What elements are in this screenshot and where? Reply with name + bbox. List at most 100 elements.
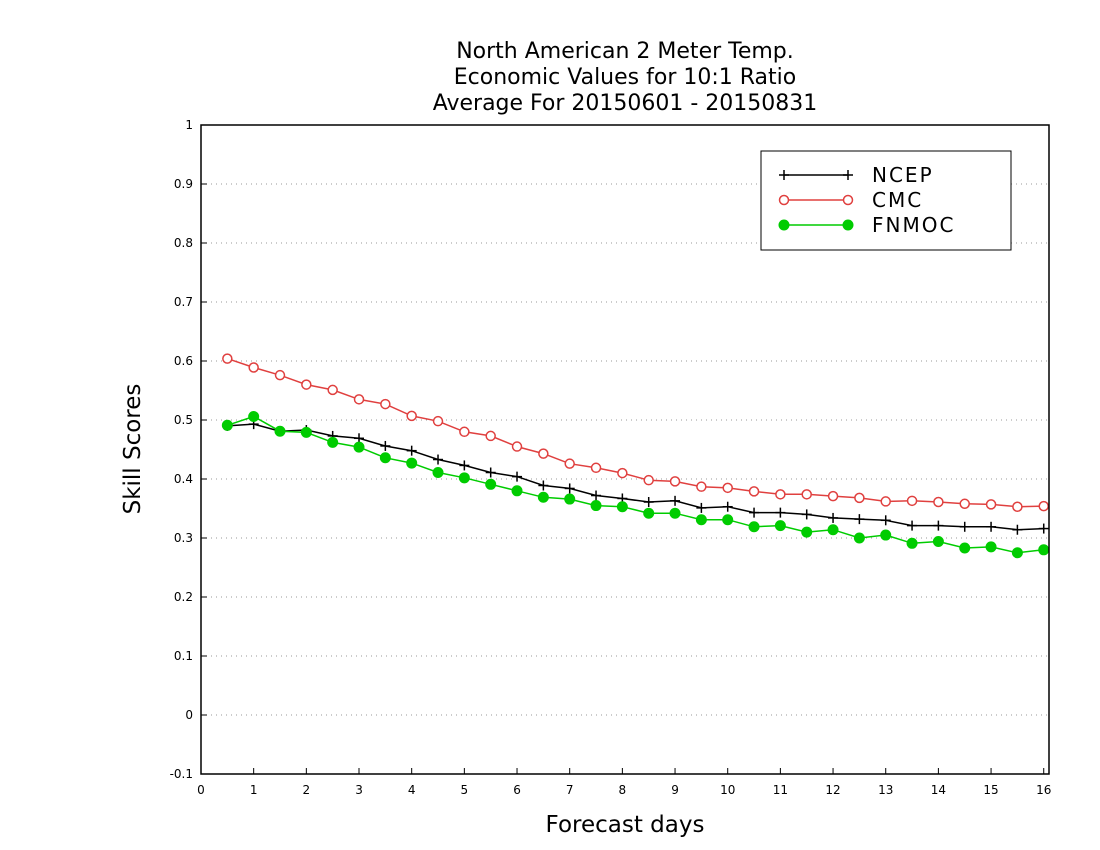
legend-label-cmc: CMC — [872, 188, 923, 212]
x-axis-ticks: 0 1 2 3 4 5 6 7 8 9 10 11 12 13 14 15 16 — [197, 768, 1051, 797]
data-point-ncep — [433, 454, 444, 465]
data-point-ncep — [880, 515, 891, 526]
data-point-cmc — [1012, 501, 1023, 512]
data-point-ncep — [986, 521, 997, 532]
x-tick-label: 0 — [197, 783, 205, 797]
data-point-ncep — [485, 467, 496, 478]
series-group — [221, 353, 1050, 559]
data-point-cmc — [696, 481, 707, 492]
data-point-fnmoc — [248, 410, 260, 422]
data-point-ncep — [959, 521, 970, 532]
data-point-cmc — [485, 430, 496, 442]
data-point-ncep — [828, 512, 839, 523]
legend-marker-fnmoc — [842, 219, 854, 231]
x-tick-label: 14 — [931, 783, 946, 797]
data-point-cmc — [959, 498, 970, 510]
data-point-cmc — [590, 462, 602, 474]
x-tick-label: 4 — [408, 783, 416, 797]
legend-label-fnmoc: FNMOC — [872, 213, 955, 237]
data-point-ncep — [406, 445, 417, 456]
data-point-cmc — [459, 426, 470, 438]
legend-label-ncep: NCEP — [872, 163, 934, 187]
series-line-ncep — [227, 423, 1044, 531]
data-point-fnmoc — [932, 536, 944, 548]
y-tick-label: 0.3 — [174, 531, 193, 545]
data-point-cmc — [1038, 500, 1049, 512]
plot-frame — [200, 124, 1050, 775]
data-point-cmc — [775, 489, 786, 500]
data-point-ncep — [538, 480, 549, 491]
data-point-fnmoc — [695, 514, 707, 526]
data-point-ncep — [380, 440, 391, 451]
data-point-ncep — [907, 520, 918, 531]
x-tick-label: 6 — [513, 783, 521, 797]
data-point-ncep — [933, 520, 944, 531]
legend-marker-ncep — [779, 170, 789, 180]
data-point-cmc — [538, 448, 549, 459]
legend-marker-cmc — [842, 194, 854, 206]
data-point-fnmoc — [1038, 544, 1050, 556]
data-point-fnmoc — [669, 507, 681, 519]
data-point-fnmoc — [748, 521, 760, 533]
data-point-ncep — [354, 433, 365, 444]
data-point-ncep — [696, 502, 707, 513]
x-tick-label: 3 — [355, 783, 363, 797]
data-point-ncep — [591, 490, 602, 501]
data-point-fnmoc — [406, 457, 418, 469]
data-point-fnmoc — [221, 419, 233, 431]
x-axis-title: Forecast days — [546, 812, 705, 838]
data-point-fnmoc — [537, 491, 549, 503]
data-point-cmc — [985, 499, 997, 510]
y-axis-ticks: -0.1 0 0.1 0.2 0.3 0.4 0.5 0.6 0.7 0.8 0.9 1 — [170, 118, 207, 781]
chart-title-line-2: Economic Values for 10:1 Ratio — [454, 65, 796, 90]
data-point-fnmoc — [511, 485, 523, 497]
chart-title-line-3: Average For 20150601 - 20150831 — [433, 91, 818, 116]
x-tick-label: 2 — [303, 783, 311, 797]
data-point-cmc — [353, 394, 365, 405]
gridlines — [201, 183, 1049, 716]
chart-title-line-1: North American 2 Meter Temp. — [456, 39, 794, 64]
x-tick-label: 11 — [773, 783, 788, 797]
series-ncep — [222, 419, 1049, 535]
data-point-fnmoc — [774, 520, 786, 532]
data-point-fnmoc — [985, 541, 997, 553]
x-tick-label: 10 — [720, 783, 735, 797]
data-point-ncep — [1012, 524, 1023, 535]
series-fnmoc — [221, 410, 1050, 559]
data-point-fnmoc — [458, 472, 470, 484]
data-point-cmc — [748, 486, 760, 497]
data-point-fnmoc — [959, 542, 971, 554]
y-tick-label: -0.1 — [170, 767, 193, 781]
data-point-cmc — [669, 476, 681, 487]
data-point-ncep — [1038, 523, 1049, 534]
data-point-cmc — [432, 415, 444, 427]
data-point-fnmoc — [432, 467, 444, 479]
data-point-cmc — [274, 369, 286, 381]
data-point-fnmoc — [906, 537, 918, 549]
data-point-cmc — [801, 489, 812, 500]
data-point-ncep — [775, 507, 786, 518]
data-point-cmc — [301, 379, 312, 390]
y-tick-label: 0.9 — [174, 177, 193, 191]
y-tick-label: 0.8 — [174, 236, 193, 250]
data-point-cmc — [564, 458, 575, 469]
data-point-cmc — [327, 384, 338, 396]
data-point-cmc — [854, 492, 865, 504]
data-point-fnmoc — [827, 524, 839, 536]
y-tick-label: 0.2 — [174, 590, 193, 604]
data-point-cmc — [511, 441, 523, 452]
data-point-fnmoc — [274, 425, 286, 437]
data-point-fnmoc — [801, 526, 813, 538]
data-point-ncep — [749, 507, 760, 518]
y-tick-label: 0.1 — [174, 649, 193, 663]
data-point-cmc — [617, 467, 628, 479]
data-point-cmc — [222, 353, 233, 364]
data-point-cmc — [643, 474, 654, 486]
legend-marker-ncep — [843, 170, 853, 180]
data-point-cmc — [380, 398, 391, 410]
y-tick-label: 1 — [185, 118, 193, 132]
data-point-fnmoc — [379, 452, 391, 464]
data-point-cmc — [406, 410, 417, 422]
data-point-cmc — [906, 495, 918, 507]
